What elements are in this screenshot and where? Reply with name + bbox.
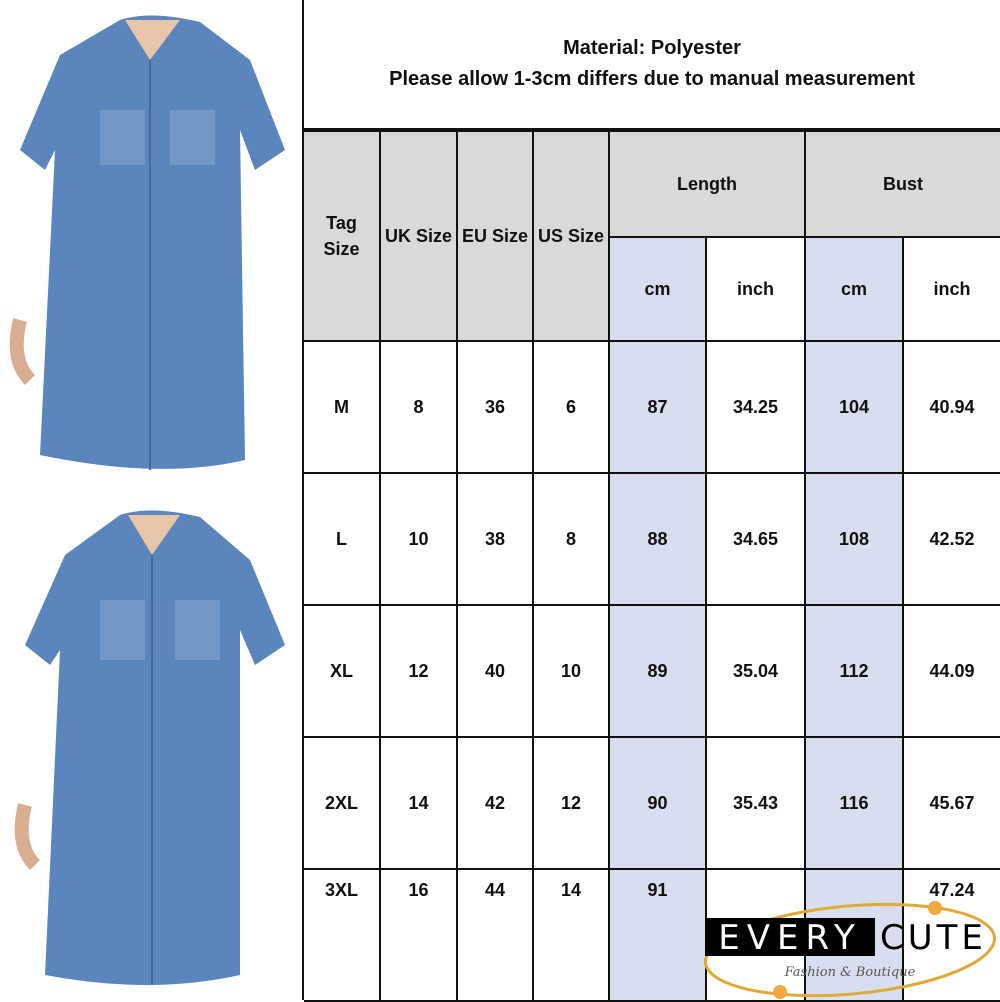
cell-uk-size: 8	[379, 340, 458, 474]
header-uk-size: UK Size	[379, 130, 458, 342]
cell-length-cm: 87	[608, 340, 707, 474]
cell-length-cm: 91	[608, 868, 707, 1002]
cell-tag-size: L	[304, 472, 381, 606]
material-text: Material: Polyester	[563, 37, 741, 59]
chart-header: Material: Polyester Please allow 1-3cm d…	[304, 0, 1000, 130]
size-table: Tag Size UK Size EU Size US Size Length …	[304, 130, 1000, 1002]
cell-length-cm: 88	[608, 472, 707, 606]
cell-us-size: 8	[532, 472, 610, 606]
table-row: M 8 36 6 87 34.25 104 40.94	[304, 340, 1000, 474]
cell-us-size: 10	[532, 604, 610, 738]
cell-bust-inch: 42.52	[902, 472, 1000, 606]
table-row: 2XL 14 42 12 90 35.43 116 45.67	[304, 736, 1000, 870]
cell-uk-size: 16	[379, 868, 458, 1002]
svg-text:EVERY: EVERY	[718, 918, 861, 958]
cell-tag-size: 2XL	[304, 736, 381, 870]
header-us-size: US Size	[532, 130, 610, 342]
product-photos	[0, 0, 304, 1000]
cell-us-size: 6	[532, 340, 610, 474]
cell-bust-cm: 104	[804, 340, 904, 474]
svg-text:Fashion & Boutique: Fashion & Boutique	[784, 965, 916, 980]
product-photo-1	[0, 0, 300, 490]
cell-us-size: 14	[532, 868, 610, 1002]
header-eu-size: EU Size	[456, 130, 534, 342]
cell-length-inch: 35.43	[705, 736, 806, 870]
product-photo-2	[0, 505, 300, 995]
cell-eu-size: 38	[456, 472, 534, 606]
cell-uk-size: 10	[379, 472, 458, 606]
cell-tag-size: 3XL	[304, 868, 381, 1002]
cell-eu-size: 44	[456, 868, 534, 1002]
table-row: L 10 38 8 88 34.65 108 42.52	[304, 472, 1000, 606]
header-tag-size: Tag Size	[304, 130, 381, 342]
cell-tag-size: XL	[304, 604, 381, 738]
cell-bust-cm: 108	[804, 472, 904, 606]
cell-tag-size: M	[304, 340, 381, 474]
cell-uk-size: 14	[379, 736, 458, 870]
measurement-note: Please allow 1-3cm differs due to manual…	[389, 68, 915, 90]
cell-length-cm: 89	[608, 604, 707, 738]
cell-length-inch: 34.65	[705, 472, 806, 606]
cell-uk-size: 12	[379, 604, 458, 738]
header-length: Length	[608, 130, 806, 238]
header-bust-inch: inch	[902, 236, 1000, 342]
cell-length-inch: 34.25	[705, 340, 806, 474]
header-bust-cm: cm	[804, 236, 904, 342]
cell-bust-cm: 116	[804, 736, 904, 870]
cell-eu-size: 40	[456, 604, 534, 738]
header-length-cm: cm	[609, 236, 707, 342]
cell-bust-inch: 40.94	[902, 340, 1000, 474]
cell-length-inch: 35.04	[705, 604, 806, 738]
cell-bust-inch: 45.67	[902, 736, 1000, 870]
header-length-inch: inch	[705, 236, 806, 342]
everycute-logo: EVERY CUTE Fashion & Boutique	[704, 901, 996, 999]
cell-eu-size: 36	[456, 340, 534, 474]
header-bust: Bust	[804, 130, 1000, 238]
cell-bust-inch: 44.09	[902, 604, 1000, 738]
cell-eu-size: 42	[456, 736, 534, 870]
svg-text:CUTE: CUTE	[880, 918, 987, 958]
cell-length-cm: 90	[608, 736, 707, 870]
size-chart: Material: Polyester Please allow 1-3cm d…	[304, 0, 1000, 1002]
cell-bust-inch: 47.24	[902, 868, 1000, 1002]
table-row: XL 12 40 10 89 35.04 112 44.09	[304, 604, 1000, 738]
cell-us-size: 12	[532, 736, 610, 870]
cell-bust-cm: 112	[804, 604, 904, 738]
